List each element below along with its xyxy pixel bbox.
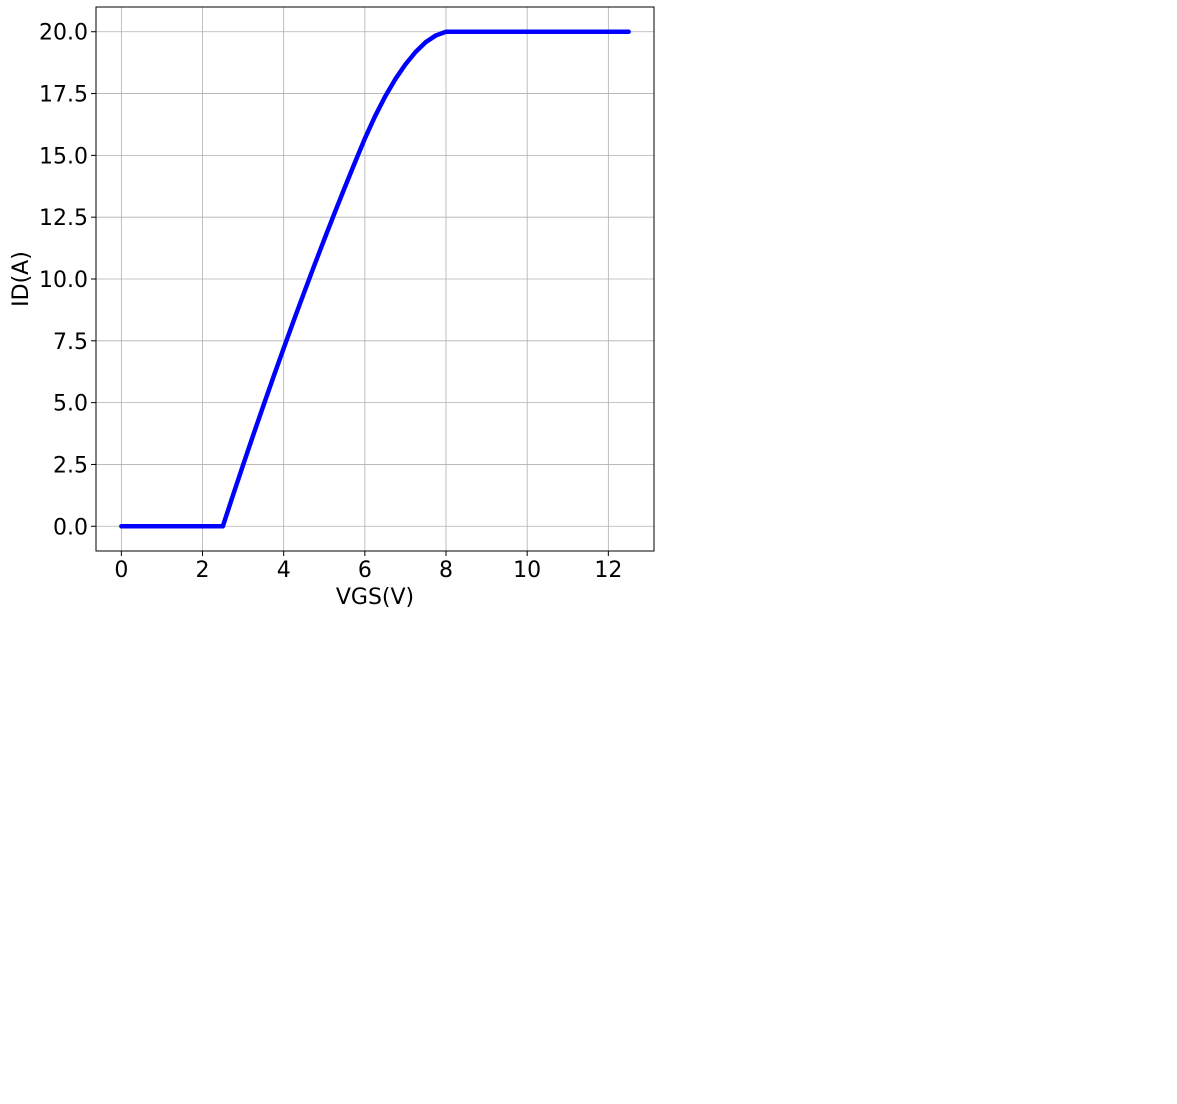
y-tick-label: 15.0 xyxy=(39,144,88,169)
y-tick-label: 0.0 xyxy=(53,515,88,540)
series-line xyxy=(119,29,631,529)
x-axis-label: VGS(V) xyxy=(336,585,414,610)
x-tick-label: 4 xyxy=(277,558,291,583)
y-tick-label: 12.5 xyxy=(39,206,88,231)
y-tick-label: 7.5 xyxy=(53,330,88,355)
x-tick-label: 10 xyxy=(513,558,541,583)
y-axis-label: ID(A) xyxy=(9,251,34,307)
x-tick-label: 12 xyxy=(594,558,622,583)
series-layer xyxy=(119,29,631,529)
x-tick-label: 8 xyxy=(439,558,453,583)
grid-lines xyxy=(96,7,654,551)
y-tick-label: 10.0 xyxy=(39,268,88,293)
y-tick-label: 2.5 xyxy=(53,453,88,478)
x-tick-label: 6 xyxy=(358,558,372,583)
y-tick-label: 17.5 xyxy=(39,83,88,108)
y-tick-label: 20.0 xyxy=(39,21,88,46)
x-tick-label: 2 xyxy=(196,558,210,583)
y-axis-ticks: 0.0 2.5 5.0 7.5 10.0 12.5 15.0 17.5 20.0 xyxy=(39,21,96,540)
x-tick-label: 0 xyxy=(114,558,128,583)
x-axis-ticks: 0 2 4 6 8 10 12 xyxy=(114,551,622,583)
y-tick-label: 5.0 xyxy=(53,392,88,417)
